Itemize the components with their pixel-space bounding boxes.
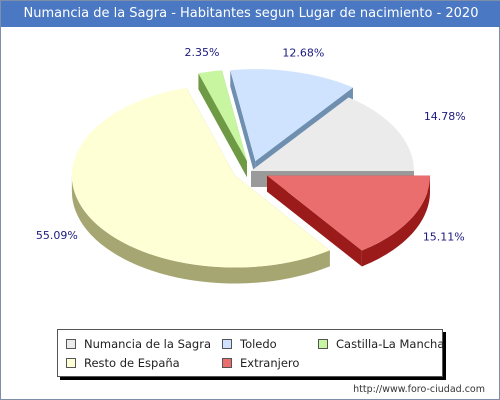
slice-extranjero [267,175,431,251]
source-url: http://www.foro-ciudad.com [353,384,485,395]
chart-title: Numancia de la Sagra - Habitantes segun … [1,1,500,27]
chart-legend: Numancia de la Sagra Toledo Castilla-La … [57,329,445,377]
data-label-numancia: 14.78% [424,110,466,123]
pie-chart: 14.78% 12.68% 2.35% 55.09% 15.11% [36,46,466,284]
legend-swatch [66,358,76,368]
slice-resto [71,87,330,268]
slice-edge-castilla [198,73,247,178]
slice-edge-toledo [230,70,256,178]
legend-swatch [222,339,232,349]
legend-swatch [222,358,232,368]
data-label-castilla: 2.35% [185,46,220,59]
legend-swatch [318,339,328,349]
slice-toledo [230,69,353,162]
legend-label: Extranjero [240,356,300,370]
legend-label: Numancia de la Sagra [84,337,211,351]
slice-edge-extranjero [267,175,362,267]
legend-swatch [66,339,76,349]
slice-castilla [198,70,247,162]
legend-label: Resto de España [84,356,180,370]
slice-side-resto [71,175,330,284]
slice-side-extranjero [361,175,431,267]
legend-label: Castilla-La Mancha [336,337,445,351]
data-label-toledo: 12.68% [282,46,324,59]
data-label-extranjero: 15.11% [423,231,465,244]
slice-numancia [251,97,414,171]
legend-label: Toledo [240,337,277,351]
data-label-resto: 55.09% [36,229,78,242]
